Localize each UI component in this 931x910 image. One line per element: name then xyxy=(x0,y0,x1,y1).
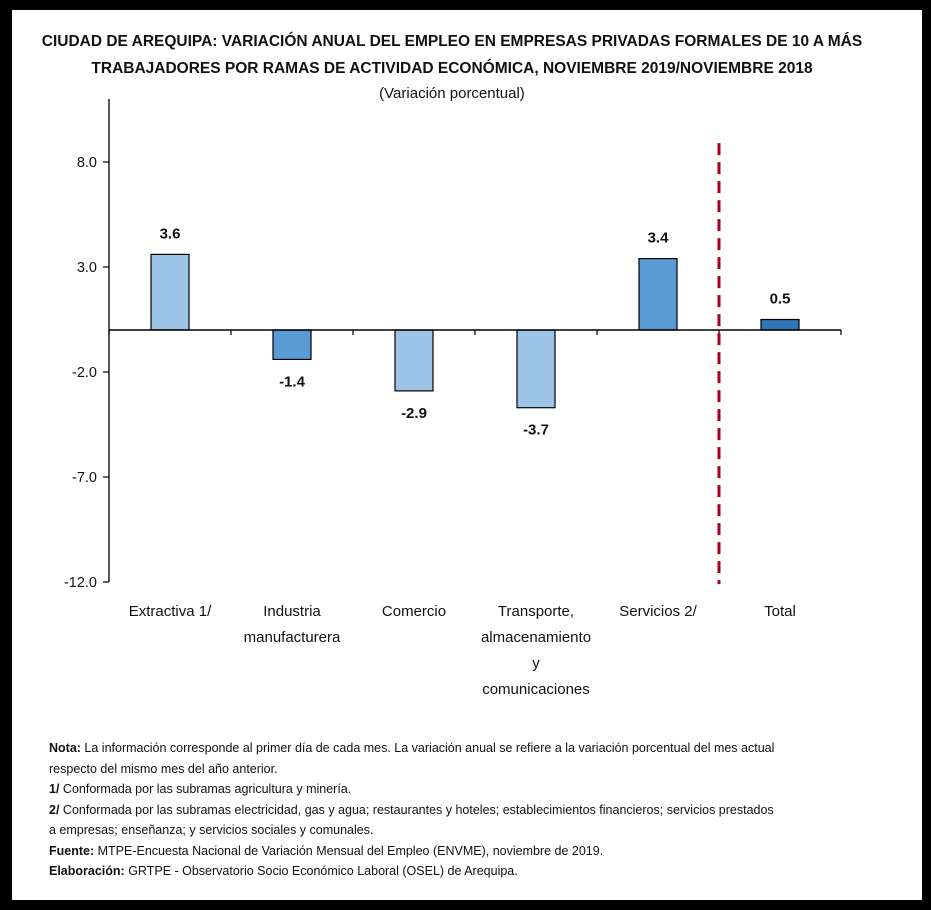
y-tick-label: 3.0 xyxy=(77,260,97,276)
chart-notes: Nota: La información corresponde al prim… xyxy=(49,738,869,882)
note-text: a empresas; enseñanza; y servicios socia… xyxy=(49,823,374,837)
note-line: Fuente: MTPE-Encuesta Nacional de Variac… xyxy=(49,841,869,862)
data-label: -2.9 xyxy=(401,405,427,422)
note-line: a empresas; enseñanza; y servicios socia… xyxy=(49,820,869,841)
note-text: GRTPE - Observatorio Socio Económico Lab… xyxy=(124,864,518,878)
x-tick-label: y xyxy=(532,655,540,672)
note-label: Nota: xyxy=(49,741,81,755)
bar xyxy=(272,329,312,360)
data-label: -1.4 xyxy=(279,373,306,390)
note-text: Conformada por las subramas agricultura … xyxy=(59,782,352,796)
bar-chart: 8.0 3.0 -2.0 -7.0 -12.0 3.6 -1.4 -2.9 -3.7 3.4 0.5… xyxy=(64,99,842,698)
data-label: 3.4 xyxy=(648,230,670,247)
chart-title-line-1: CIUDAD DE AREQUIPA: VARIACIÓN ANUAL DEL … xyxy=(41,33,863,50)
y-tick-label: -12.0 xyxy=(64,575,97,591)
note-line: respecto del mismo mes del año anterior. xyxy=(49,759,869,780)
note-text: respecto del mismo mes del año anterior. xyxy=(49,761,278,776)
x-tick-label: Transporte, xyxy=(498,603,574,620)
y-tick-label: -2.0 xyxy=(72,365,97,381)
note-text: La información corresponde al primer día… xyxy=(80,741,775,755)
data-label: -3.7 xyxy=(523,422,549,439)
chart-title: CIUDAD DE AREQUIPA: VARIACIÓN ANUAL DEL … xyxy=(12,28,892,82)
y-tick-label: 8.0 xyxy=(77,155,97,171)
x-tick-label: Extractiva 1/ xyxy=(129,603,212,620)
note-label: 2/ xyxy=(49,802,60,817)
note-label: Fuente: xyxy=(49,843,95,858)
data-label: 0.5 xyxy=(770,291,791,308)
note-text: MTPE-Encuesta Nacional de Variación Mens… xyxy=(94,843,604,858)
bar xyxy=(638,258,678,331)
y-tick-label: -7.0 xyxy=(72,470,97,486)
x-tick-label: Comercio xyxy=(382,603,446,620)
data-label: 3.6 xyxy=(160,225,181,242)
note-line: 1/ Conformada por las subramas agricultu… xyxy=(49,779,869,800)
x-tick-label: manufacturera xyxy=(244,629,341,646)
note-line: 2/ Conformada por las subramas electrici… xyxy=(49,800,869,821)
bar xyxy=(516,329,556,409)
chart-subtitle: (Variación porcentual) xyxy=(379,85,525,102)
note-line: Elaboración: GRTPE - Observatorio Socio … xyxy=(49,861,869,882)
chart-frame: CIUDAD DE AREQUIPA: VARIACIÓN ANUAL DEL … xyxy=(12,10,922,900)
chart-title-line-2: TRABAJADORES POR RAMAS DE ACTIVIDAD ECON… xyxy=(91,60,813,77)
x-tick-label: Industria xyxy=(263,603,321,620)
x-tick-label: Total xyxy=(764,603,796,620)
note-label: 1/ xyxy=(49,782,60,796)
x-tick-label: comunicaciones xyxy=(482,681,590,698)
x-tick-label: almacenamiento xyxy=(481,629,591,646)
bar xyxy=(394,329,434,392)
note-text: Conformada por las subramas electricidad… xyxy=(59,802,774,817)
x-tick-label: Servicios 2/ xyxy=(619,603,697,620)
bar xyxy=(760,318,800,331)
note-line: Nota: La información corresponde al prim… xyxy=(49,738,869,759)
note-label: Elaboración: xyxy=(49,864,125,878)
bar xyxy=(150,253,190,331)
